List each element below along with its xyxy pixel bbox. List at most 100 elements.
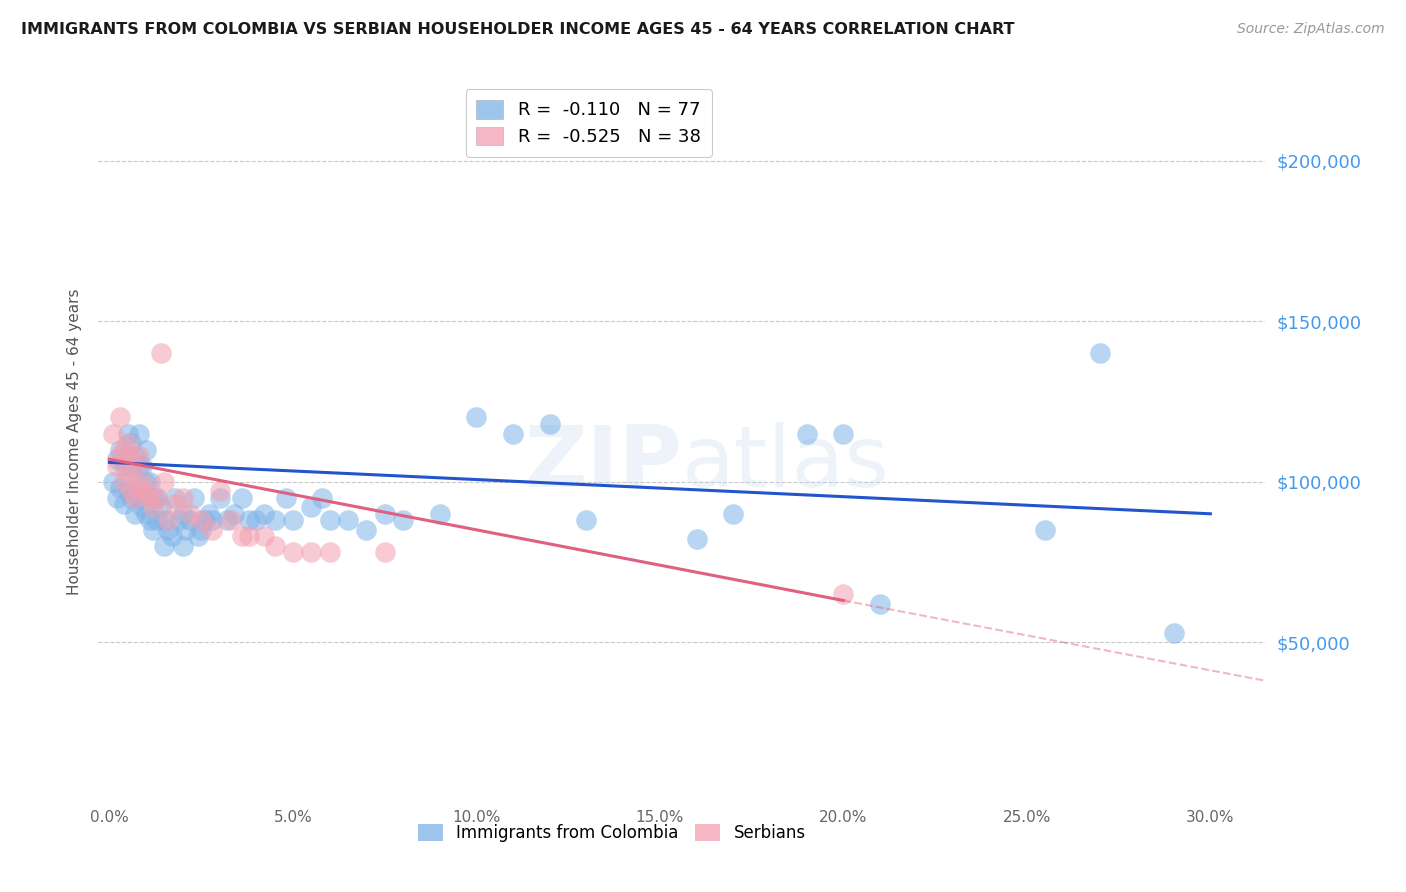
Point [245,513,267,527]
Point [112,458,135,473]
Point [142,491,165,505]
Point [120,491,142,505]
Point [157,523,180,537]
Point [281,545,304,559]
Point [281,513,304,527]
Point [139,513,162,527]
Point [112,442,135,457]
Point [208,484,231,499]
Point [356,523,378,537]
Text: atlas: atlas [682,422,890,505]
Point [183,491,205,505]
Point [392,513,415,527]
Point [112,497,135,511]
Point [120,436,142,450]
Point [149,346,172,360]
Point [153,539,176,553]
Point [139,491,162,505]
Point [465,410,488,425]
Point [263,513,285,527]
Point [160,529,183,543]
Point [124,458,146,473]
Point [796,426,818,441]
Point [172,539,194,553]
Point [117,465,139,479]
Point [139,475,162,489]
Point [120,449,142,463]
Point [142,523,165,537]
Point [374,507,396,521]
Point [110,442,132,457]
Point [131,500,153,515]
Point [128,458,150,473]
Point [832,426,855,441]
Point [832,587,855,601]
Point [146,491,169,505]
Point [201,513,224,527]
Point [112,475,135,489]
Point [110,449,132,463]
Point [146,491,169,505]
Point [318,545,340,559]
Point [117,426,139,441]
Point [502,426,524,441]
Point [165,491,187,505]
Point [124,484,146,499]
Point [128,481,150,495]
Point [128,449,150,463]
Point [105,452,128,467]
Point [231,529,253,543]
Point [252,529,274,543]
Legend: Immigrants from Colombia, Serbians: Immigrants from Colombia, Serbians [412,817,813,848]
Point [311,491,333,505]
Point [201,523,224,537]
Point [299,545,322,559]
Point [194,513,217,527]
Point [124,491,146,505]
Point [135,475,157,489]
Point [186,529,208,543]
Point [120,465,142,479]
Point [238,513,260,527]
Point [1163,625,1185,640]
Point [146,513,169,527]
Point [176,523,198,537]
Y-axis label: Householder Income Ages 45 - 64 years: Householder Income Ages 45 - 64 years [67,288,83,595]
Point [179,513,201,527]
Point [165,497,187,511]
Point [117,436,139,450]
Point [190,523,212,537]
Point [131,458,153,473]
Point [336,513,359,527]
Point [135,442,157,457]
Point [1033,523,1056,537]
Point [374,545,396,559]
Point [135,484,157,499]
Point [149,500,172,515]
Point [219,513,242,527]
Point [538,417,561,431]
Point [153,513,176,527]
Point [869,597,891,611]
Point [101,475,124,489]
Point [101,426,124,441]
Point [274,491,297,505]
Point [124,507,146,521]
Point [142,500,165,515]
Point [197,507,219,521]
Point [117,449,139,463]
Point [153,475,176,489]
Point [157,513,180,527]
Point [429,507,451,521]
Point [1090,346,1112,360]
Point [135,507,157,521]
Text: ZIP: ZIP [524,422,682,505]
Point [190,513,212,527]
Point [110,410,132,425]
Point [179,507,201,521]
Point [105,458,128,473]
Point [120,484,142,499]
Point [110,481,132,495]
Point [252,507,274,521]
Point [208,491,231,505]
